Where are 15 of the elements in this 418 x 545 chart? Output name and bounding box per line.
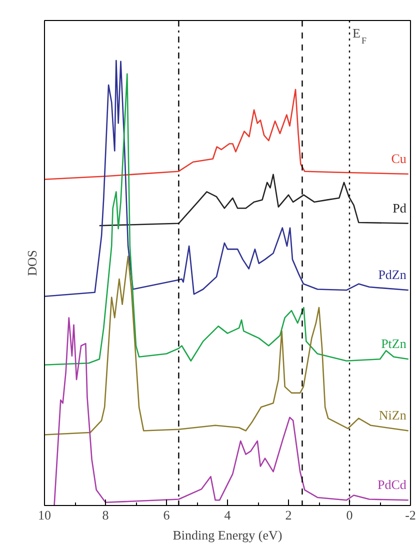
x-tick-label: 0 [346,508,353,522]
x-tick-label: 6 [163,508,170,522]
x-tick-label: 4 [224,508,232,522]
x-tick-label: -2 [405,508,416,522]
series-label: NiZn [378,408,407,423]
x-tick-label: 2 [285,508,292,522]
y-axis-title: DOS [24,250,40,276]
series-label: Cu [391,151,407,166]
x-tick-label: 10 [38,508,51,522]
x-axis-title: Binding Energy (eV) [172,528,282,542]
series-label: PdCd [377,477,407,492]
series-label: Pd [392,200,407,216]
series-label: PtZn [381,336,407,352]
x-tick-label: 8 [102,508,109,522]
series-label: PdZn [378,267,407,282]
